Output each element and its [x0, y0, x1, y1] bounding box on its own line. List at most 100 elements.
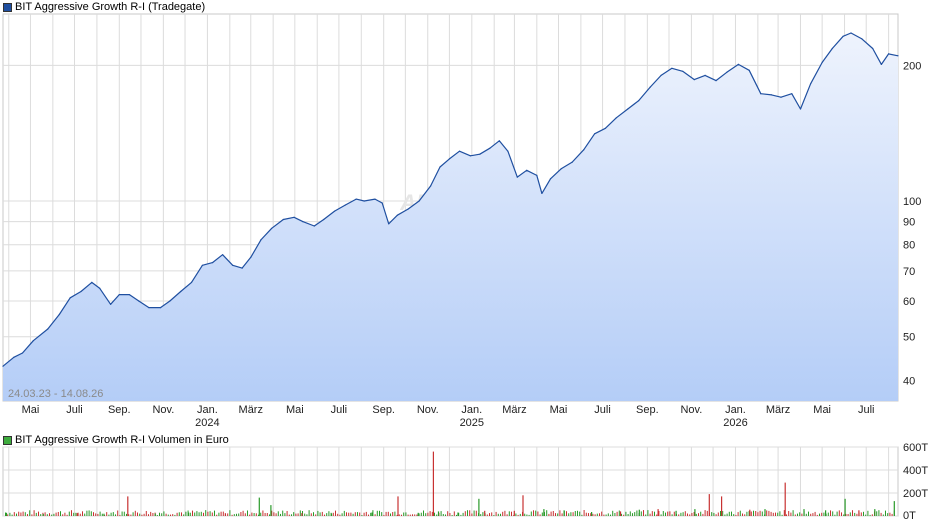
volume-bar — [5, 512, 8, 516]
volume-bar — [167, 514, 169, 516]
volume-bar — [262, 510, 264, 516]
volume-bar — [284, 513, 286, 516]
volume-bar — [22, 511, 24, 516]
volume-bar — [271, 510, 273, 516]
volume-bar — [357, 512, 358, 516]
volume-bar — [645, 514, 647, 516]
volume-bar — [200, 511, 202, 516]
price-data-point — [704, 74, 706, 76]
volume-bar — [852, 510, 853, 516]
volume-bar — [601, 511, 603, 516]
volume-bar — [841, 512, 842, 516]
volume-bar — [27, 514, 28, 516]
volume-bar — [260, 512, 262, 516]
volume-bar — [214, 510, 215, 516]
volume-bar — [249, 514, 251, 516]
volume-bar — [865, 514, 867, 516]
volume-bar — [691, 513, 693, 516]
volume-bar — [647, 510, 649, 516]
price-data-point — [241, 267, 243, 269]
volume-bar — [370, 512, 372, 516]
volume-bar — [673, 511, 675, 516]
volume-bar — [772, 512, 774, 516]
volume-bar — [130, 514, 132, 516]
volume-bar — [313, 512, 314, 516]
volume-bar — [480, 514, 482, 516]
volume-bar — [783, 510, 785, 516]
volume-bar — [75, 512, 77, 516]
volume-bar — [744, 514, 746, 516]
volume-bar — [511, 511, 512, 516]
price-data-point — [791, 93, 793, 95]
volume-bar — [849, 512, 851, 516]
volume-bar — [649, 513, 651, 516]
price-data-point — [536, 174, 538, 176]
volume-bar — [301, 513, 303, 516]
price-data-point — [526, 169, 528, 171]
volume-bar — [46, 514, 48, 516]
volume-bar — [460, 514, 462, 516]
price-data-point — [516, 176, 518, 178]
volume-bar — [79, 513, 81, 516]
volume-bar — [66, 514, 68, 516]
volume-bar — [761, 511, 763, 516]
price-data-point — [897, 55, 899, 57]
volume-bar — [473, 510, 475, 516]
volume-bar — [708, 494, 710, 516]
volume-bar — [205, 510, 207, 516]
volume-bar — [143, 513, 145, 516]
volume-bar — [797, 513, 798, 516]
volume-bar — [53, 513, 55, 516]
price-data-point — [118, 294, 120, 296]
volume-bar — [585, 512, 587, 516]
volume-bar — [827, 512, 829, 516]
volume-bar — [823, 512, 825, 516]
volume-bar — [619, 511, 622, 516]
volume-bar — [174, 514, 176, 516]
price-data-point — [69, 297, 71, 299]
volume-bar — [240, 512, 242, 516]
volume-bar — [682, 512, 684, 516]
volume-bar — [845, 513, 847, 516]
volume-bar — [409, 514, 411, 516]
volume-y-tick-label: 200T — [903, 488, 928, 500]
volume-bar — [526, 514, 528, 516]
volume-bar — [469, 510, 471, 516]
volume-bar — [792, 510, 794, 516]
price-data-point — [737, 63, 740, 65]
volume-bar — [93, 512, 94, 516]
volume-bar — [365, 511, 367, 516]
price-data-point — [32, 340, 34, 342]
volume-bar — [84, 513, 86, 516]
volume-legend: BIT Aggressive Growth R-I Volumen in Eur… — [3, 433, 229, 447]
volume-bar — [640, 511, 642, 516]
volume-bar — [73, 512, 75, 516]
volume-bar — [671, 514, 673, 516]
volume-bar — [209, 511, 211, 516]
volume-bar — [194, 512, 196, 516]
volume-bar — [390, 513, 391, 516]
date-range-label: 24.03.23 - 14.08.26 — [8, 388, 103, 400]
volume-bar — [222, 511, 224, 516]
x-tick-label: Sep. — [108, 404, 131, 416]
volume-bar — [394, 511, 396, 516]
price-data-point — [615, 117, 617, 119]
volume-bar — [304, 513, 306, 516]
volume-bar — [667, 511, 669, 516]
volume-bar — [759, 510, 761, 516]
price-data-point — [355, 198, 357, 200]
volume-bar — [335, 510, 336, 516]
volume-bar — [566, 511, 567, 516]
price-data-point — [583, 149, 585, 151]
volume-bar — [112, 512, 114, 516]
volume-bar — [203, 512, 204, 516]
volume-bar — [801, 513, 803, 516]
volume-bar — [665, 512, 666, 516]
price-data-point — [190, 281, 193, 283]
volume-bar — [207, 511, 209, 516]
volume-bar — [733, 514, 735, 516]
volume-bar — [110, 512, 112, 516]
volume-y-tick-label: 0T — [903, 510, 916, 522]
volume-bar — [513, 510, 515, 516]
price-area-fill — [3, 33, 898, 401]
